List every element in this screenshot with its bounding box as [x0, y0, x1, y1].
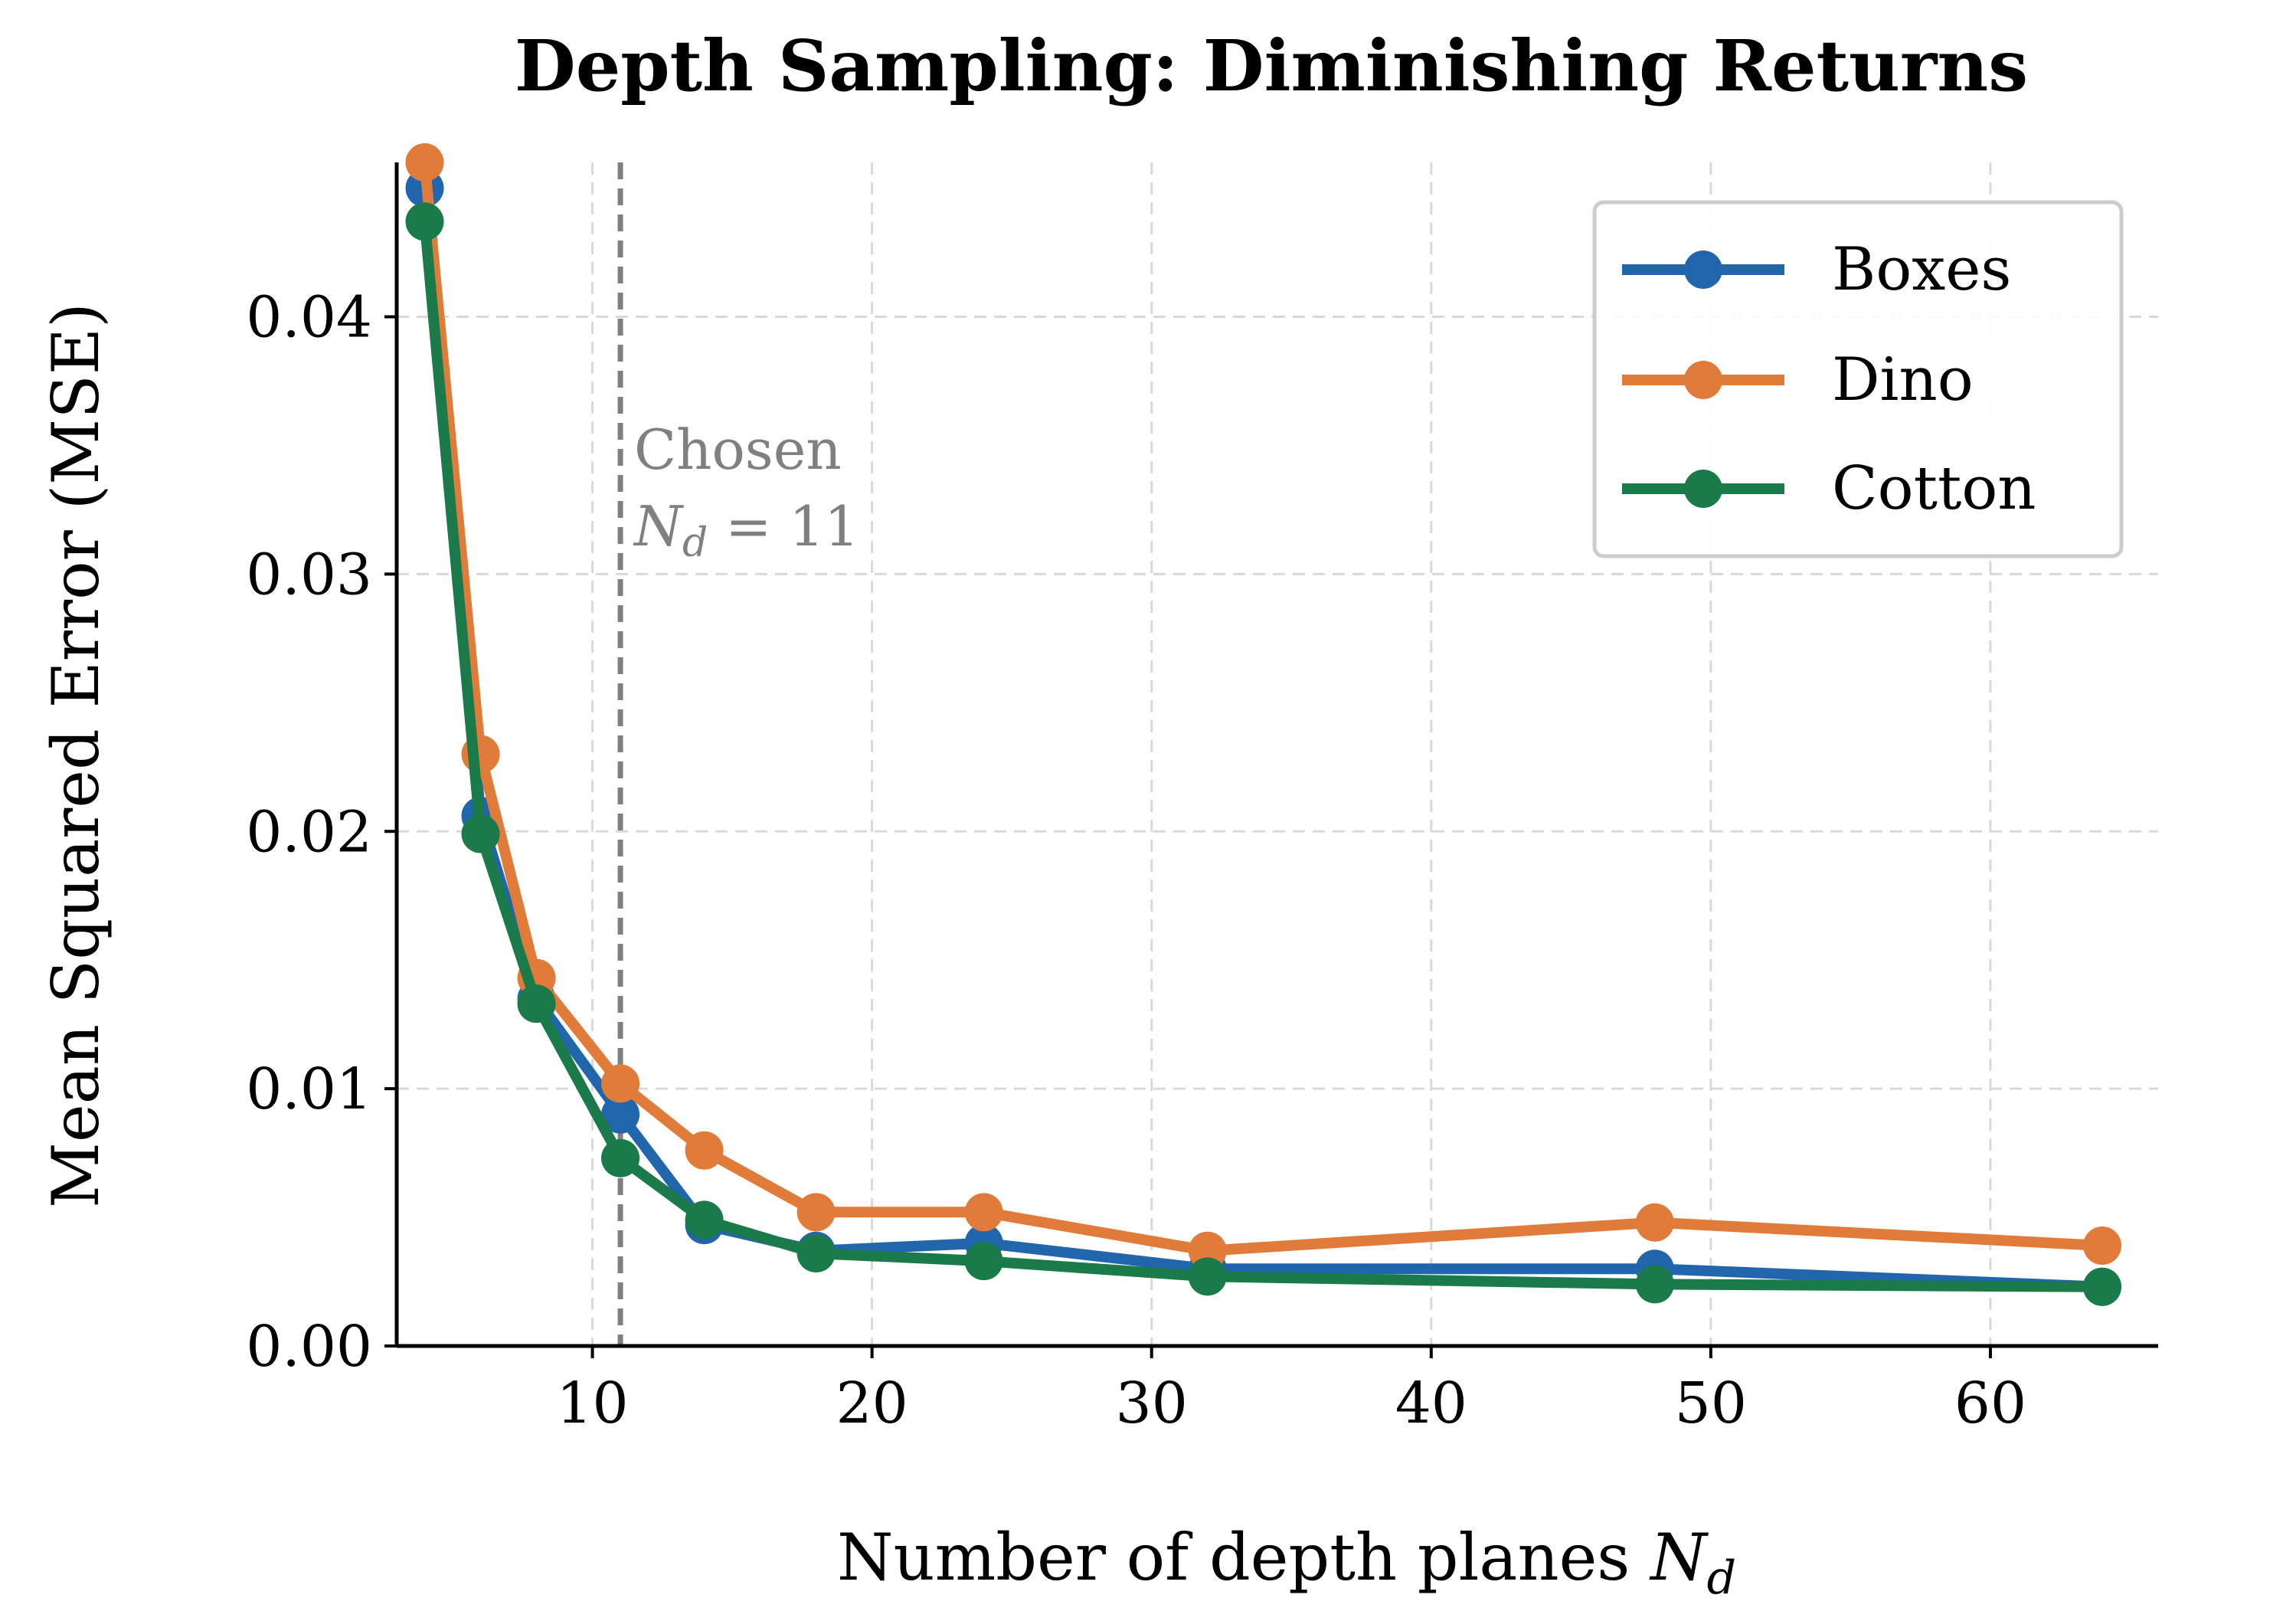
series-group	[405, 143, 2121, 1306]
x-tick-label: 20	[836, 1370, 908, 1436]
series-line-dino	[419, 157, 2108, 1256]
chosen-annotation-line1: Chosen	[634, 418, 842, 482]
legend-label-dino: Dino	[1832, 345, 1974, 414]
x-tick-label: 30	[1116, 1370, 1188, 1436]
data-point-dino	[964, 1193, 1003, 1232]
data-point-cotton	[601, 1138, 640, 1177]
data-point-cotton	[2082, 1267, 2121, 1306]
data-point-dino	[2082, 1226, 2121, 1266]
y-tick-label: 0.04	[246, 285, 372, 351]
data-point-cotton	[796, 1234, 836, 1273]
data-point-dino	[601, 1064, 640, 1103]
legend-swatch-marker-boxes	[1684, 251, 1722, 289]
x-tick-label: 10	[556, 1370, 628, 1436]
data-point-dino	[685, 1131, 724, 1170]
data-point-cotton	[685, 1200, 724, 1239]
x-axis-label: Number of depth planes Nd	[837, 1520, 1736, 1605]
y-tick-label: 0.03	[246, 542, 372, 607]
data-point-cotton	[1188, 1257, 1227, 1296]
y-tick-label: 0.02	[246, 799, 372, 865]
legend-swatch-marker-cotton	[1684, 470, 1722, 508]
legend-label-boxes: Boxes	[1832, 235, 2011, 304]
data-point-dino	[405, 143, 444, 182]
chart-title: Depth Sampling: Diminishing Returns	[515, 25, 2028, 107]
legend-items: Boxes Dino Cotton	[1622, 235, 2036, 523]
series-line-cotton	[419, 216, 2108, 1292]
data-point-cotton	[461, 814, 500, 853]
data-point-cotton	[1635, 1265, 1674, 1304]
data-point-cotton	[964, 1242, 1003, 1281]
x-tick-label: 40	[1395, 1370, 1467, 1436]
y-axis-label: Mean Squared Error (MSE)	[38, 303, 113, 1208]
data-point-dino	[1635, 1203, 1674, 1242]
x-tick-label: 60	[1954, 1370, 2026, 1436]
data-point-boxes	[601, 1095, 640, 1134]
legend-swatch-marker-dino	[1684, 361, 1722, 399]
y-tick-label: 0.00	[246, 1314, 372, 1380]
legend-item-cotton: Cotton	[1622, 454, 2036, 523]
data-point-cotton	[405, 202, 444, 241]
x-tick-label: 50	[1675, 1370, 1747, 1436]
data-point-cotton	[517, 984, 556, 1023]
series-cotton	[405, 202, 2121, 1306]
ticks: 10 20 30 40 50 60 0.00 0.01 0.02 0.03 0.04	[246, 285, 2026, 1436]
y-tick-label: 0.01	[246, 1056, 372, 1122]
legend-item-boxes: Boxes	[1622, 235, 2011, 304]
legend: Boxes Dino Cotton	[1592, 200, 2124, 558]
chosen-annotation-line2: Nd = 11	[633, 494, 859, 566]
data-point-dino	[796, 1193, 836, 1232]
legend-item-dino: Dino	[1622, 345, 1974, 414]
legend-label-cotton: Cotton	[1832, 454, 2036, 523]
legend-frame	[1592, 200, 2124, 558]
grid	[397, 162, 2158, 1346]
